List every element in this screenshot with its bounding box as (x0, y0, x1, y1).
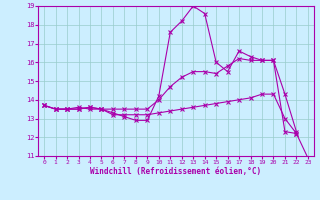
X-axis label: Windchill (Refroidissement éolien,°C): Windchill (Refroidissement éolien,°C) (91, 167, 261, 176)
